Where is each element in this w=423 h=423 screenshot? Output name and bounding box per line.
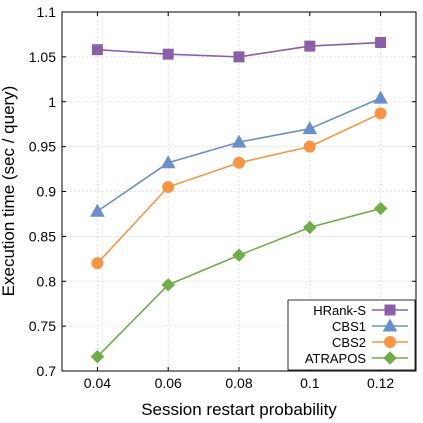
data-point-cbs2 bbox=[163, 182, 174, 193]
data-point-hrank-s bbox=[92, 45, 102, 55]
data-point-cbs2 bbox=[375, 108, 386, 119]
data-point-cbs2 bbox=[92, 258, 103, 269]
x-tick-label: 0.1 bbox=[300, 375, 320, 391]
legend-label-hrank-s: HRank-S bbox=[313, 303, 366, 318]
y-axis-title: Execution time (sec / query) bbox=[0, 86, 18, 297]
y-tick-label: 0.7 bbox=[37, 363, 57, 379]
x-tick-label: 0.06 bbox=[155, 375, 182, 391]
y-tick-label: 0.95 bbox=[29, 139, 56, 155]
x-tick-label: 0.08 bbox=[225, 375, 252, 391]
legend-label-atrapos: ATRAPOS bbox=[305, 351, 366, 366]
legend-marker-hrank-s bbox=[385, 305, 395, 315]
x-tick-label: 0.04 bbox=[84, 375, 111, 391]
data-point-hrank-s bbox=[163, 49, 173, 59]
legend-label-cbs2: CBS2 bbox=[332, 335, 366, 350]
y-tick-label: 0.75 bbox=[29, 318, 56, 334]
data-point-hrank-s bbox=[376, 38, 386, 48]
y-tick-label: 0.8 bbox=[37, 273, 57, 289]
y-tick-label: 0.9 bbox=[37, 184, 57, 200]
legend-label-cbs1: CBS1 bbox=[332, 319, 366, 334]
y-tick-label: 1.1 bbox=[37, 4, 57, 20]
y-tick-label: 1.05 bbox=[29, 49, 56, 65]
x-tick-label: 0.12 bbox=[367, 375, 394, 391]
y-tick-label: 0.85 bbox=[29, 228, 56, 244]
data-point-cbs2 bbox=[304, 141, 315, 152]
legend-marker-cbs2 bbox=[385, 337, 396, 348]
data-point-hrank-s bbox=[234, 52, 244, 62]
y-tick-label: 1 bbox=[48, 94, 56, 110]
data-point-cbs2 bbox=[234, 157, 245, 168]
data-point-hrank-s bbox=[305, 41, 315, 51]
x-axis-title: Session restart probability bbox=[141, 400, 337, 419]
